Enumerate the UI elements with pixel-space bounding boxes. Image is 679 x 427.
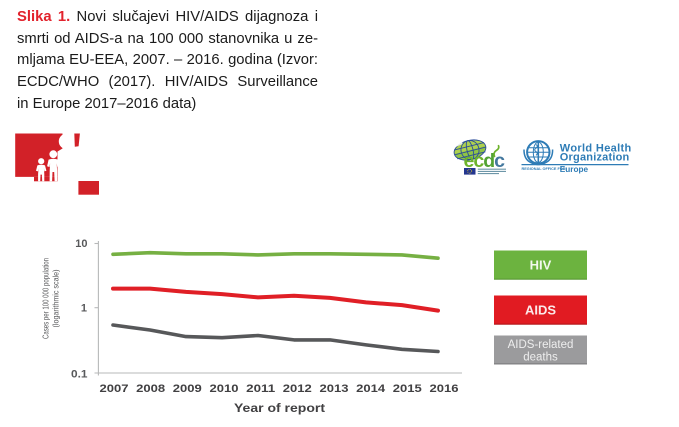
svg-text:2015: 2015 [393, 383, 422, 395]
svg-text:2014: 2014 [356, 383, 386, 395]
svg-text:Year of report: Year of report [234, 403, 325, 415]
svg-text:deaths: deaths [523, 352, 558, 364]
svg-text:2007: 2007 [100, 383, 129, 395]
svg-text:2013: 2013 [320, 383, 349, 395]
svg-text:10: 10 [75, 238, 87, 250]
svg-text:AIDS: AIDS [525, 303, 556, 318]
svg-text:0.1: 0.1 [71, 369, 88, 381]
svg-text:2016: 2016 [430, 383, 459, 395]
svg-text:2009: 2009 [173, 383, 202, 395]
svg-text:ecdc: ecdc [464, 150, 506, 172]
svg-text:World Health: World Health [560, 143, 632, 155]
svg-text:2008: 2008 [136, 383, 165, 395]
svg-text:HIV: HIV [530, 258, 552, 273]
svg-text:2010: 2010 [210, 383, 239, 395]
svg-text:AIDS-related: AIDS-related [508, 339, 574, 351]
svg-text:Cases per 100 000 population: Cases per 100 000 population [42, 258, 51, 339]
svg-text:2012: 2012 [283, 383, 312, 395]
svg-text:2011: 2011 [246, 383, 275, 395]
svg-text:(logarithmic scale): (logarithmic scale) [52, 269, 61, 327]
svg-text:Organization: Organization [560, 152, 630, 164]
svg-text:Europe: Europe [560, 165, 589, 174]
svg-text:1: 1 [81, 303, 87, 315]
svg-text:REGIONAL OFFICE FOR: REGIONAL OFFICE FOR [522, 167, 566, 171]
